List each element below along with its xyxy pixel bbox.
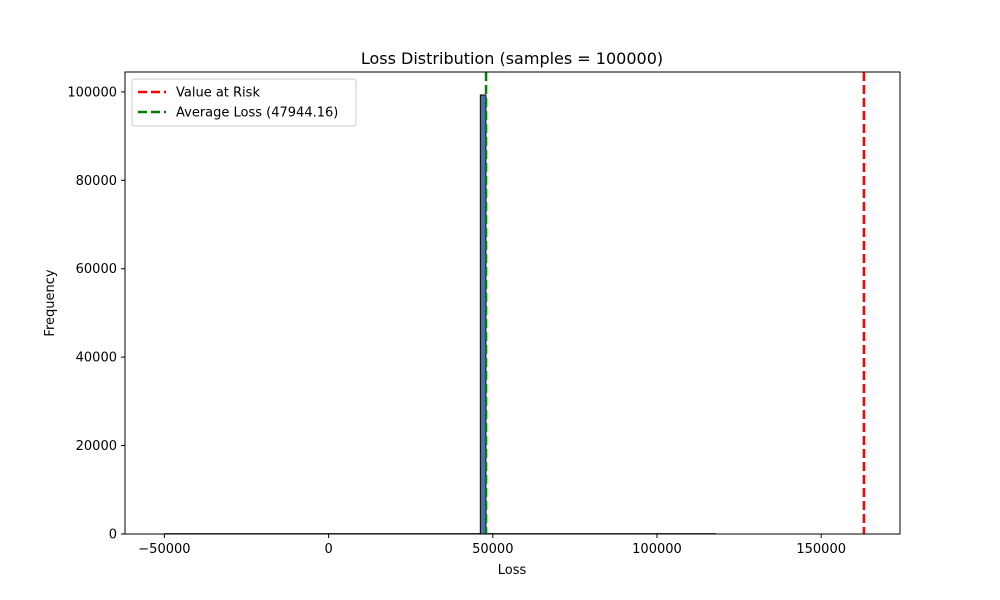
legend-box [131,78,357,127]
x-axis-label: Loss [498,563,527,578]
reference-lines [484,72,866,534]
y-tick-label: 0 [109,528,117,543]
y-axis-label: Frequency [43,269,58,336]
y-tick-label: 80000 [76,174,117,189]
y-axis-ticks: 0 20000 40000 60000 80000 100000 [67,85,125,543]
legend: Value at Risk Average Loss (47944.16) [131,78,357,127]
y-tick-label: 20000 [76,439,117,454]
x-tick-label: −50000 [138,542,190,557]
x-axis-ticks: −50000 0 50000 100000 150000 [138,534,846,557]
y-tick-label: 60000 [76,262,117,277]
x-tick-label: 100000 [632,542,682,557]
x-tick-label: 50000 [472,542,513,557]
chart-title: Loss Distribution (samples = 100000) [361,49,663,68]
x-tick-label: 0 [324,542,332,557]
plot-area [125,72,900,534]
legend-label-value-at-risk: Value at Risk [176,86,260,101]
legend-label-average-loss: Average Loss (47944.16) [176,106,338,121]
y-tick-label: 40000 [76,351,117,366]
x-tick-label: 150000 [796,542,846,557]
y-tick-label: 100000 [67,85,117,100]
plot-frame [124,71,901,535]
